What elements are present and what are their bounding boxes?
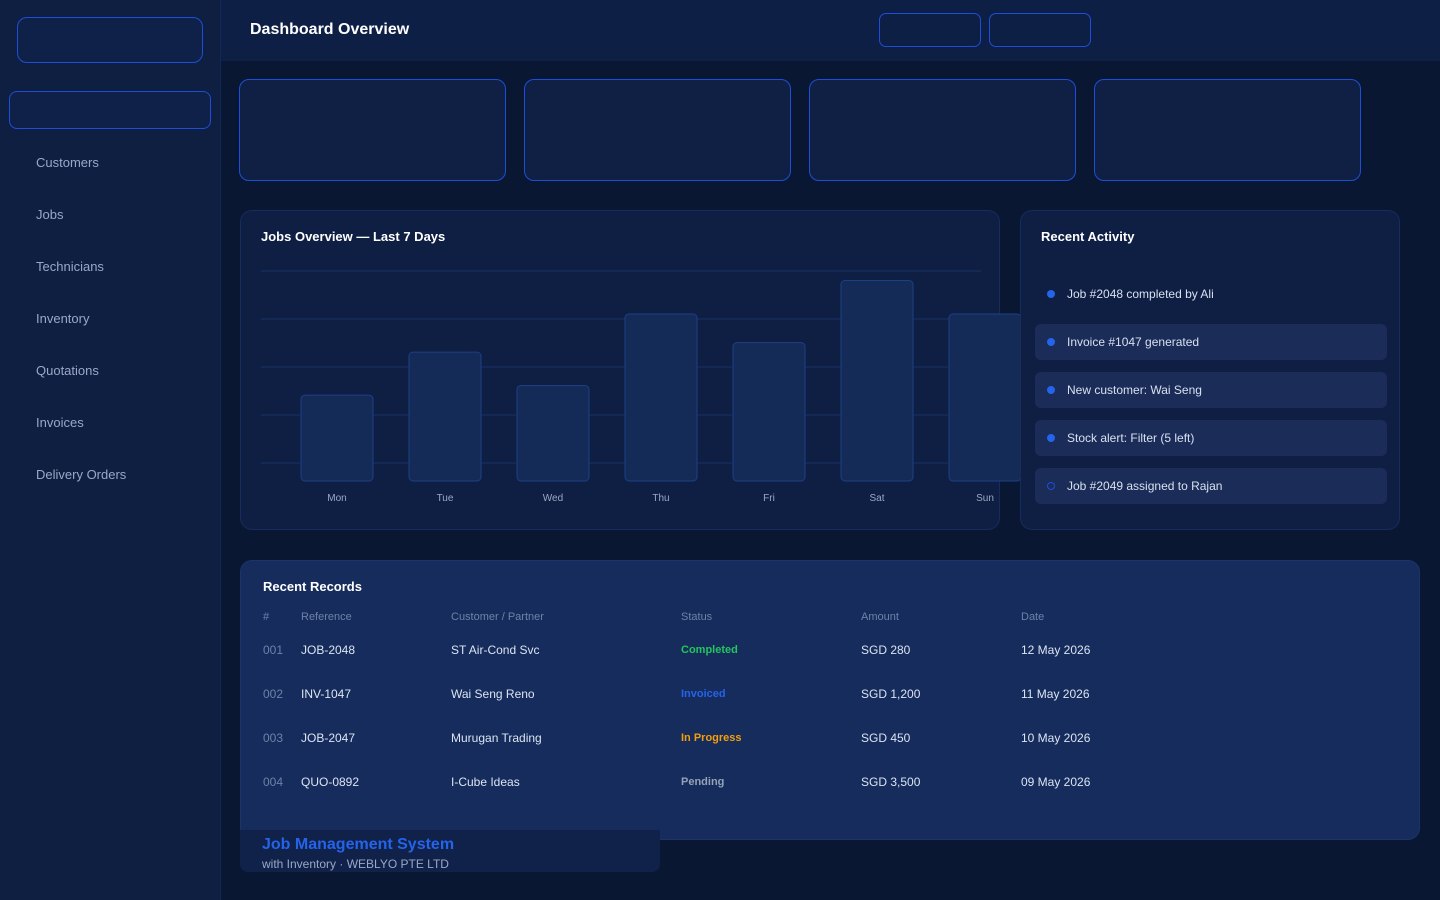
chart-x-tick-label: Fri — [763, 493, 775, 504]
activity-dot-icon — [1047, 386, 1055, 394]
row-reference[interactable]: INV-1047 — [301, 687, 352, 701]
row-amount: SGD 450 — [861, 731, 911, 745]
row-customer: Murugan Trading — [451, 731, 542, 745]
status-badge: Invoiced — [681, 688, 726, 700]
status-badge: Pending — [681, 776, 725, 788]
activity-dot-icon — [1047, 482, 1055, 490]
chart-bar-thu[interactable] — [624, 313, 698, 482]
activity-item[interactable]: Job #2049 assigned to Rajan — [1035, 468, 1387, 504]
column-header-date: Date — [1021, 611, 1045, 623]
column-header-amount: Amount — [861, 611, 899, 623]
header-action-button-2[interactable] — [989, 13, 1091, 47]
row-amount: SGD 280 — [861, 643, 911, 657]
row-customer: ST Air-Cond Svc — [451, 643, 540, 657]
stat-card-4 — [1094, 79, 1361, 181]
chart-bar-mon[interactable] — [300, 394, 374, 482]
activity-item[interactable]: Job #2048 completed by Ali — [1035, 276, 1387, 312]
activity-text: Stock alert: Filter (5 left) — [1067, 431, 1195, 445]
row-date: 09 May 2026 — [1021, 775, 1091, 789]
row-reference[interactable]: QUO-0892 — [301, 775, 360, 789]
row-date: 12 May 2026 — [1021, 643, 1091, 657]
brand-title: Job Management System — [262, 836, 455, 853]
row-number: 004 — [263, 775, 284, 789]
recent-records-panel: Recent Records # Reference Customer / Pa… — [240, 560, 1420, 840]
sidebar-search-input[interactable] — [9, 91, 211, 129]
status-badge: In Progress — [681, 732, 742, 744]
chart-x-tick-label: Sun — [976, 493, 994, 504]
sidebar-item-invoices[interactable]: Invoices — [36, 414, 84, 430]
activity-title: Recent Activity — [1041, 229, 1135, 244]
chart-x-tick-label: Tue — [437, 493, 454, 504]
row-customer: Wai Seng Reno — [451, 687, 535, 701]
stat-card-2 — [524, 79, 791, 181]
activity-text: Job #2048 completed by Ali — [1067, 287, 1214, 301]
brand-footer: Job Management System with Inventory · W… — [240, 830, 660, 872]
header-action-button-1[interactable] — [879, 13, 981, 47]
sidebar-item-customers[interactable]: Customers — [36, 154, 99, 170]
row-date: 11 May 2026 — [1021, 687, 1090, 701]
row-amount: SGD 3,500 — [861, 775, 921, 789]
chart-x-tick-label: Mon — [327, 493, 346, 504]
row-number: 002 — [263, 687, 284, 701]
activity-text: Job #2049 assigned to Rajan — [1067, 479, 1223, 493]
chart-bar-fri[interactable] — [732, 342, 806, 482]
sidebar: Customers Jobs Technicians Inventory Quo… — [0, 0, 221, 900]
column-header-reference: Reference — [301, 611, 352, 623]
sidebar-item-technicians[interactable]: Technicians — [36, 258, 104, 274]
sidebar-item-jobs[interactable]: Jobs — [36, 206, 64, 222]
stat-card-3 — [809, 79, 1076, 181]
sidebar-item-quotations[interactable]: Quotations — [36, 362, 99, 378]
row-date: 10 May 2026 — [1021, 731, 1091, 745]
chart-x-tick-label: Sat — [869, 493, 884, 504]
jobs-bar-chart: Mon Tue Wed Thu Fri Sat Sun — [261, 270, 1021, 504]
chart-x-tick-label: Thu — [652, 493, 669, 504]
chart-bar-sat[interactable] — [840, 280, 914, 482]
activity-dot-icon — [1047, 338, 1055, 346]
jobs-chart-panel: Jobs Overview — Last 7 Days Mon Tue Wed Thu… — [240, 210, 1021, 530]
row-number: 003 — [263, 731, 284, 745]
row-reference[interactable]: JOB-2047 — [301, 731, 356, 745]
column-header-status: Status — [681, 611, 713, 623]
recent-activity-panel: Recent Activity Job #2048 completed by A… — [1020, 210, 1400, 530]
activity-item[interactable]: New customer: Wai Seng — [1035, 372, 1387, 408]
sidebar-item-inventory[interactable]: Inventory — [36, 310, 90, 326]
logo-placeholder — [17, 17, 203, 63]
brand-subtitle: with Inventory · WEBLYO PTE LTD — [262, 857, 449, 871]
row-customer: I-Cube Ideas — [451, 775, 520, 789]
sidebar-item-delivery-orders[interactable]: Delivery Orders — [36, 466, 127, 482]
chart-x-tick-label: Wed — [543, 493, 563, 504]
records-title: Recent Records — [263, 579, 362, 594]
activity-item[interactable]: Stock alert: Filter (5 left) — [1035, 420, 1387, 456]
sidebar-nav: Customers Jobs Technicians Inventory Quo… — [0, 136, 221, 500]
chart-title: Jobs Overview — Last 7 Days — [261, 229, 446, 244]
top-bar: Dashboard Overview — [221, 0, 1440, 61]
activity-text: New customer: Wai Seng — [1067, 383, 1202, 397]
column-header-customer: Customer / Partner — [451, 611, 544, 623]
activity-dot-icon — [1047, 290, 1055, 298]
stat-card-1 — [239, 79, 506, 181]
chart-bar-wed[interactable] — [516, 385, 590, 482]
activity-dot-icon — [1047, 434, 1055, 442]
activity-text: Invoice #1047 generated — [1067, 335, 1200, 349]
chart-bar-sun[interactable] — [948, 313, 1021, 482]
column-header-number: # — [263, 611, 270, 623]
row-reference[interactable]: JOB-2048 — [301, 643, 356, 657]
activity-item[interactable]: Invoice #1047 generated — [1035, 324, 1387, 360]
status-badge: Completed — [681, 644, 738, 656]
row-amount: SGD 1,200 — [861, 687, 921, 701]
row-number: 001 — [263, 643, 284, 657]
page-title: Dashboard Overview — [250, 21, 410, 38]
chart-bar-tue[interactable] — [408, 351, 482, 482]
